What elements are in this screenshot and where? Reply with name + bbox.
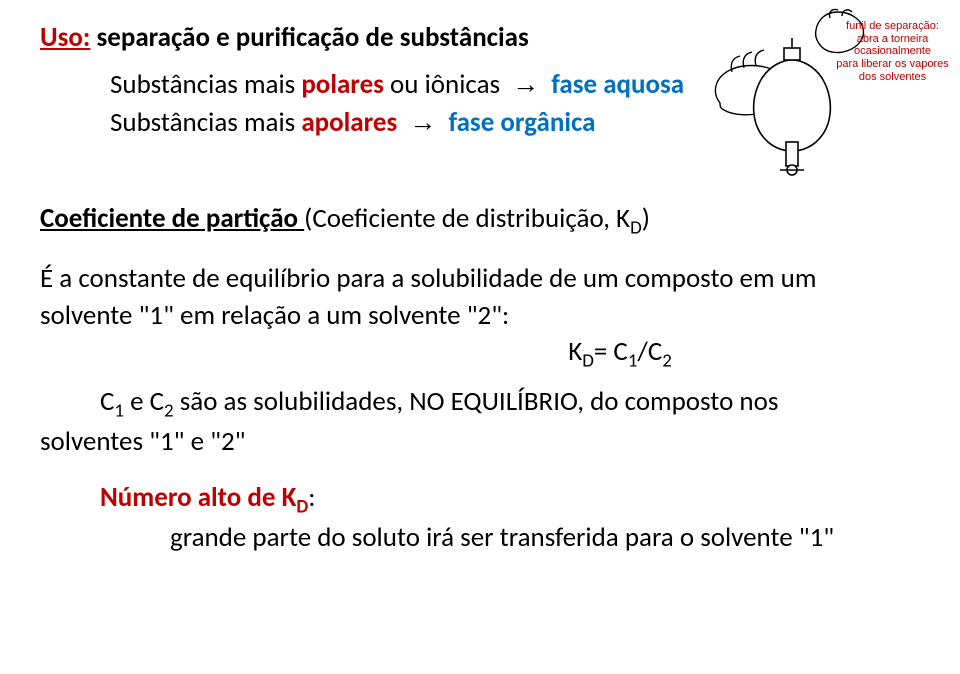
def-line-a: É a constante de equilíbrio para a solub… (40, 261, 920, 297)
uso-label: Uso: (40, 21, 90, 54)
apolar-tail: fase orgânica (448, 106, 595, 139)
formula-two: 2 (662, 349, 672, 372)
coef-b: (Coeficiente de distribuição, K (304, 202, 630, 235)
apolar-pre: Substâncias mais (110, 106, 301, 139)
alto-colon: : (308, 481, 315, 514)
caption-line3: ocasionalmente (854, 45, 931, 57)
coef-c: ) (642, 202, 650, 235)
formula-slash: /C (637, 335, 662, 368)
arrow-icon: → (512, 69, 539, 99)
formula-d: D (582, 349, 594, 372)
polar-or: ou iônicas (390, 68, 506, 101)
coef-title: Coeficiente de partição (Coeficiente de … (40, 201, 920, 241)
uso-rest: separação e purificação de substâncias (90, 21, 528, 54)
apolar-mid: apolares (301, 106, 403, 139)
polar-pre: Substâncias mais (110, 68, 301, 101)
c1c2-and: e C (124, 385, 164, 418)
c1c2-line: C1 e C2 são as solubilidades, NO EQUILÍB… (40, 384, 920, 424)
illustration-caption: funil de separação: abra a torneira ocas… (835, 20, 950, 83)
c1c2-rest: são as solubilidades, NO EQUILÍBRIO, do … (174, 385, 779, 418)
alto-a: Número alto de K (100, 481, 296, 514)
arrow-icon: → (409, 107, 436, 137)
polar-mid: polares (301, 68, 390, 101)
def-line-b: solvente "1" em relação a um solvente "2… (40, 298, 920, 334)
polar-tail: fase aquosa (551, 68, 684, 101)
alto-b: grande parte do soluto irá ser transferi… (40, 520, 920, 556)
alto-d: D (296, 496, 308, 519)
caption-line2: abra a torneira (857, 33, 929, 45)
alto-line: Número alto de KD: (40, 480, 920, 520)
formula-one: 1 (628, 349, 638, 372)
coef-sub: D (630, 217, 642, 240)
funnel-illustration: funil de separação: abra a torneira ocas… (702, 8, 952, 183)
caption-line1: funil de separação: (846, 20, 939, 32)
c1c2-line2: solventes "1" e "2" (40, 424, 920, 460)
formula-line: KD= C1/C2 (40, 334, 920, 374)
caption-line4: para liberar os vapores (836, 58, 949, 70)
coef-a: Coeficiente de partição (40, 202, 304, 235)
formula-k: K (568, 335, 582, 368)
caption-line5: dos solventes (859, 71, 926, 83)
formula-eq: = C (594, 335, 628, 368)
c1c2-s2: 2 (164, 399, 174, 422)
c1c2-c: C (100, 385, 114, 418)
c1c2-s1: 1 (114, 399, 124, 422)
